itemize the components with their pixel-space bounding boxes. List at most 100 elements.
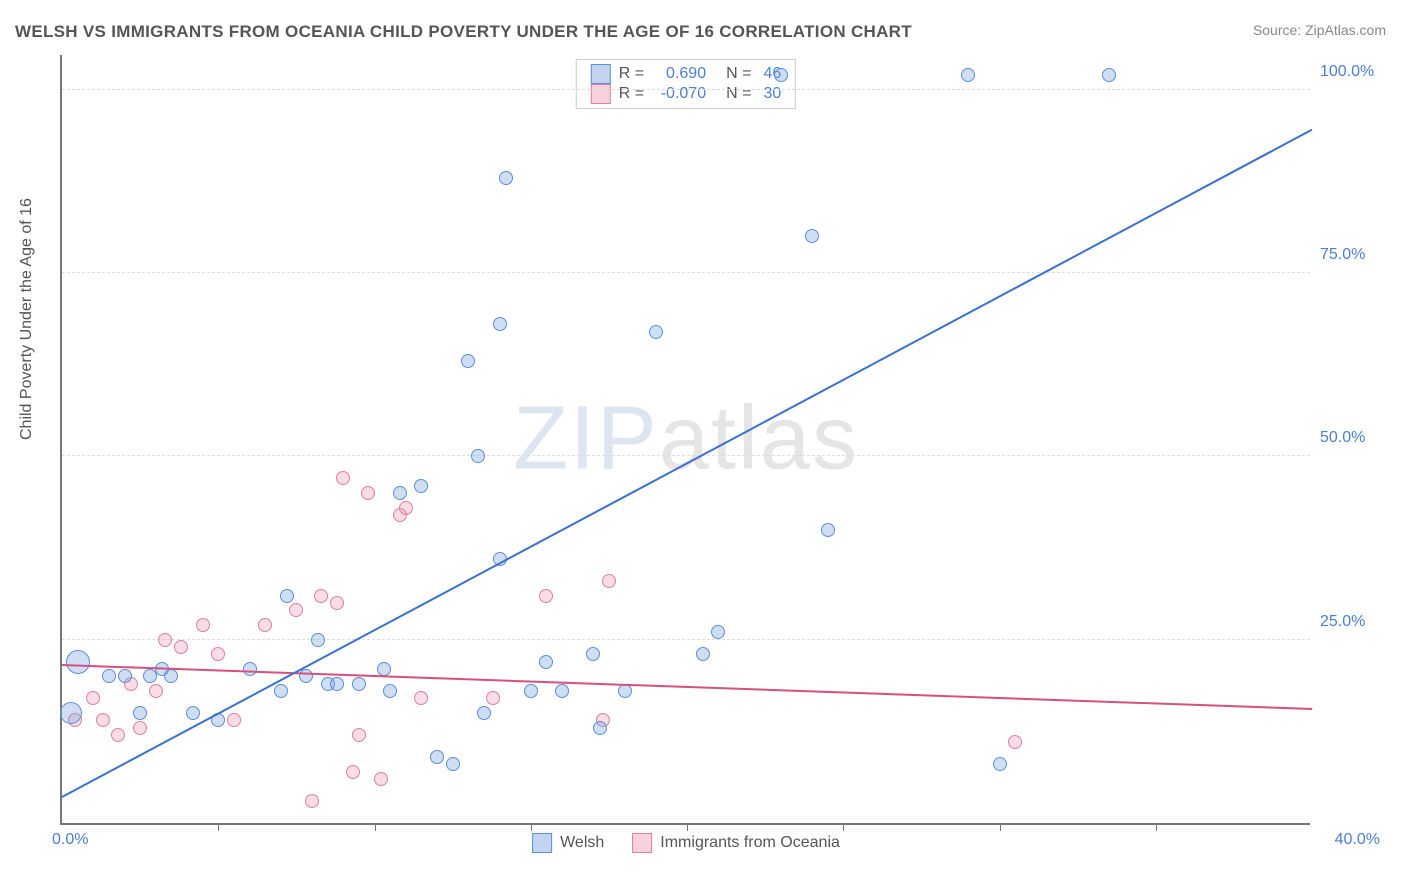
ytick-label: 100.0%	[1320, 63, 1380, 81]
legend-correlation: R = 0.690 N = 46 R = -0.070 N = 30	[576, 59, 796, 109]
ytick-label: 25.0%	[1320, 613, 1380, 631]
data-point	[539, 589, 553, 603]
data-point	[377, 662, 391, 676]
ytick-label: 75.0%	[1320, 246, 1380, 264]
data-point	[1008, 735, 1022, 749]
data-point	[133, 706, 147, 720]
data-point	[330, 677, 344, 691]
xtick	[531, 823, 532, 831]
r-value: 0.690	[652, 65, 706, 83]
gridline	[62, 639, 1310, 640]
data-point	[196, 618, 210, 632]
watermark-part2: atlas	[659, 389, 859, 489]
data-point	[649, 325, 663, 339]
data-point	[174, 640, 188, 654]
data-point	[711, 625, 725, 639]
data-point	[477, 706, 491, 720]
data-point	[66, 650, 90, 674]
xtick	[218, 823, 219, 831]
data-point	[111, 728, 125, 742]
watermark-part1: ZIP	[513, 389, 659, 489]
data-point	[961, 68, 975, 82]
data-point	[311, 633, 325, 647]
data-point	[330, 596, 344, 610]
xtick	[843, 823, 844, 831]
data-point	[258, 618, 272, 632]
ytick-label: 50.0%	[1320, 429, 1380, 447]
data-point	[305, 794, 319, 808]
data-point	[393, 486, 407, 500]
data-point	[461, 354, 475, 368]
data-point	[96, 713, 110, 727]
y-axis-label: Child Poverty Under the Age of 16	[18, 198, 36, 440]
swatch-pink-icon	[591, 84, 611, 104]
data-point	[336, 471, 350, 485]
data-point	[374, 772, 388, 786]
plot-area: ZIPatlas R = 0.690 N = 46 R = -0.070 N =…	[60, 55, 1310, 825]
data-point	[555, 684, 569, 698]
gridline	[62, 455, 1310, 456]
xtick	[687, 823, 688, 831]
swatch-pink-icon	[632, 833, 652, 853]
data-point	[586, 647, 600, 661]
data-point	[493, 317, 507, 331]
data-point	[524, 684, 538, 698]
data-point	[361, 486, 375, 500]
data-point	[399, 501, 413, 515]
data-point	[774, 68, 788, 82]
data-point	[499, 171, 513, 185]
data-point	[383, 684, 397, 698]
data-point	[602, 574, 616, 588]
x-end-label: 40.0%	[1335, 831, 1380, 849]
legend-row-pink: R = -0.070 N = 30	[591, 84, 781, 104]
data-point	[164, 669, 178, 683]
data-point	[149, 684, 163, 698]
data-point	[86, 691, 100, 705]
data-point	[618, 684, 632, 698]
xtick	[375, 823, 376, 831]
data-point	[143, 669, 157, 683]
legend-series: Welsh Immigrants from Oceania	[532, 833, 840, 853]
n-label: N =	[714, 65, 751, 83]
data-point	[446, 757, 460, 771]
gridline	[62, 272, 1310, 273]
data-point	[696, 647, 710, 661]
data-point	[280, 589, 294, 603]
xtick	[1156, 823, 1157, 831]
legend-row-blue: R = 0.690 N = 46	[591, 64, 781, 84]
data-point	[314, 589, 328, 603]
data-point	[186, 706, 200, 720]
data-point	[414, 479, 428, 493]
data-point	[539, 655, 553, 669]
data-point	[352, 677, 366, 691]
data-point	[102, 669, 116, 683]
data-point	[593, 721, 607, 735]
data-point	[821, 523, 835, 537]
data-point	[993, 757, 1007, 771]
x-origin-label: 0.0%	[52, 831, 88, 849]
legend-label: Immigrants from Oceania	[660, 834, 840, 852]
trend-line-blue	[62, 128, 1313, 797]
data-point	[430, 750, 444, 764]
data-point	[352, 728, 366, 742]
data-point	[60, 702, 82, 724]
data-point	[346, 765, 360, 779]
chart-container: WELSH VS IMMIGRANTS FROM OCEANIA CHILD P…	[0, 0, 1406, 892]
chart-title: WELSH VS IMMIGRANTS FROM OCEANIA CHILD P…	[15, 22, 912, 42]
data-point	[471, 449, 485, 463]
data-point	[158, 633, 172, 647]
data-point	[274, 684, 288, 698]
data-point	[133, 721, 147, 735]
data-point	[486, 691, 500, 705]
data-point	[414, 691, 428, 705]
swatch-blue-icon	[591, 64, 611, 84]
watermark: ZIPatlas	[513, 388, 859, 491]
data-point	[805, 229, 819, 243]
data-point	[1102, 68, 1116, 82]
data-point	[211, 647, 225, 661]
data-point	[118, 669, 132, 683]
data-point	[243, 662, 257, 676]
data-point	[227, 713, 241, 727]
data-point	[289, 603, 303, 617]
source-label: Source: ZipAtlas.com	[1253, 22, 1386, 38]
